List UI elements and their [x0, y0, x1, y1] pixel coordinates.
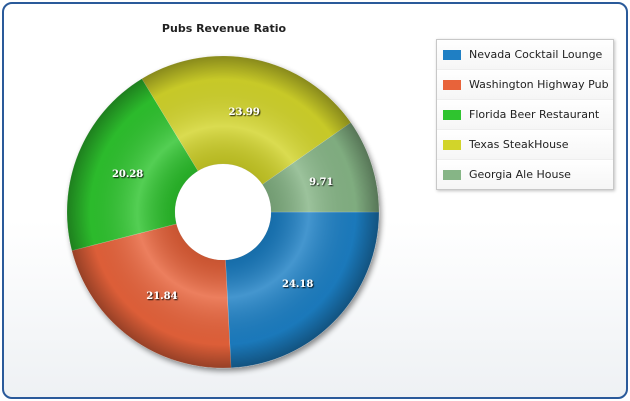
donut-chart: 24.18 21.84 20.28 23.99 9.71 — [66, 55, 380, 369]
slice-value-label: 23.99 — [229, 107, 260, 118]
legend-label: Washington Highway Pub — [469, 78, 609, 91]
donut-hole — [175, 164, 271, 260]
legend-item-texas-steakhouse[interactable]: Texas SteakHouse — [437, 130, 613, 160]
legend-item-florida-beer-restaurant[interactable]: Florida Beer Restaurant — [437, 100, 613, 130]
chart-title: Pubs Revenue Ratio — [161, 22, 287, 35]
legend-label: Texas SteakHouse — [469, 138, 569, 151]
slice-value-label: 24.18 — [282, 279, 313, 290]
legend-item-nevada-cocktail-lounge[interactable]: Nevada Cocktail Lounge — [437, 40, 613, 70]
slice-labels: 24.18 21.84 20.28 23.99 9.71 — [112, 107, 333, 302]
slice-value-label: 9.71 — [309, 177, 333, 188]
legend-item-georgia-ale-house[interactable]: Georgia Ale House — [437, 160, 613, 189]
legend-swatch — [443, 79, 461, 90]
legend-label: Georgia Ale House — [469, 168, 571, 181]
legend-item-washington-highway-pub[interactable]: Washington Highway Pub — [437, 70, 613, 100]
legend-label: Florida Beer Restaurant — [469, 108, 600, 121]
legend-swatch — [443, 49, 461, 60]
slice-value-label: 20.28 — [112, 169, 143, 180]
legend-swatch — [443, 169, 461, 180]
legend-label: Nevada Cocktail Lounge — [469, 48, 603, 61]
legend-swatch — [443, 109, 461, 120]
legend-swatch — [443, 139, 461, 150]
chart-legend: Nevada Cocktail Lounge Washington Highway… — [436, 39, 614, 190]
slice-value-label: 21.84 — [146, 291, 177, 302]
